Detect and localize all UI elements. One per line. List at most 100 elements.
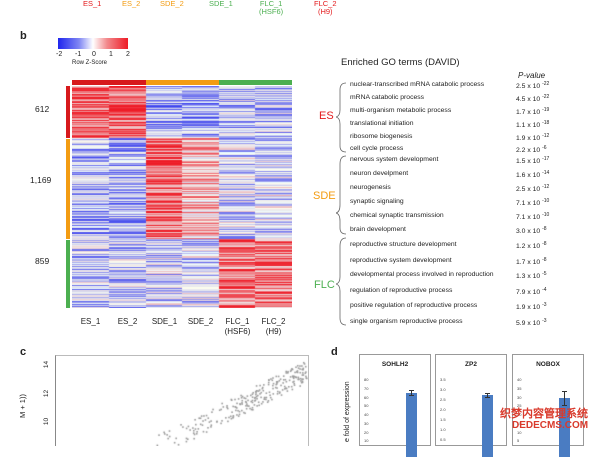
scatter-canvas — [56, 356, 308, 446]
go-term: chemical synaptic transmission — [350, 212, 444, 219]
go-term: reproductive system development — [350, 257, 452, 264]
bar-y-tick: 3.0 — [440, 387, 446, 392]
bar-y-tick: 60 — [364, 394, 369, 400]
error-cap — [485, 393, 490, 394]
heatmap-col-label: SDE_2 — [187, 317, 214, 326]
pvalue-header: P-value — [518, 71, 546, 80]
error-cap — [485, 397, 490, 398]
go-term: brain development — [350, 226, 406, 233]
heatmap-col-label: FLC_1 (HSF6) — [224, 317, 251, 336]
go-pvalue: 1.1 x 10 -18 — [516, 120, 550, 129]
bar-y-tick: 20 — [364, 429, 369, 435]
go-term: reproductive structure development — [350, 241, 457, 248]
panel-c-y-label: M + 1)) — [18, 394, 27, 418]
go-term: developmental process involved in reprod… — [350, 271, 494, 278]
row-count-sde: 1,169 — [30, 175, 52, 185]
brace-sde — [336, 155, 347, 235]
column-group-bar-sde — [146, 80, 219, 85]
bar-y-tick: 20 — [517, 412, 522, 417]
colorbar-tick: -1 — [75, 51, 82, 58]
heatmap — [72, 86, 292, 308]
top-label-flc1: FLC_1 (HSF6) — [259, 0, 284, 16]
colorbar-tick: 0 — [92, 51, 96, 58]
go-pvalue: 1.3 x 10 -5 — [516, 271, 547, 280]
go-pvalue: 7.9 x 10 -4 — [516, 287, 547, 296]
heatmap-col-label: FLC_2 (H9) — [261, 317, 286, 336]
go-term: neuron develpment — [350, 170, 409, 177]
bar — [406, 392, 417, 457]
go-pvalue: 5.9 x 10 -3 — [516, 318, 547, 327]
bar-y-tick: 25 — [517, 403, 522, 409]
column-group-bar-flc — [219, 80, 292, 85]
top-label-es2: ES_2 — [122, 0, 141, 8]
bar-y-tick: 2.0 — [440, 407, 446, 412]
panel-d-y-label: e fold of expression — [344, 381, 351, 442]
go-pvalue: 7.1 x 10 -10 — [516, 198, 550, 207]
error-bar — [411, 390, 412, 396]
go-pvalue: 1.9 x 10 -12 — [516, 133, 550, 142]
column-group-bar-es — [72, 80, 146, 85]
bar-y-tick: 35 — [517, 385, 522, 391]
brace-es — [336, 82, 347, 153]
panel-c-letter: c — [20, 346, 27, 358]
go-pvalue: 2.5 x 10 -22 — [516, 81, 550, 90]
go-pvalue: 1.7 x 10 -8 — [516, 257, 547, 266]
go-term: positive regulation of reproductive proc… — [350, 302, 478, 309]
bar-y-tick: 30 — [517, 394, 522, 400]
panel-c-ytick: 12 — [43, 389, 51, 398]
colorbar-tick: -2 — [56, 51, 63, 58]
colorbar-tick: 1 — [109, 51, 113, 58]
go-pvalue: 1.6 x 10 -14 — [516, 170, 550, 179]
scatter-plot — [55, 355, 309, 446]
go-pvalue: 1.9 x 10 -3 — [516, 302, 547, 311]
watermark-url: DEDECMS.COM — [512, 420, 589, 431]
panel-c-ytick: 14 — [43, 360, 51, 369]
bar-panel-title: ZP2 — [465, 361, 477, 368]
error-cap — [409, 390, 414, 392]
bar-y-tick: 15 — [517, 420, 522, 426]
bar-y-tick: 40 — [364, 412, 369, 417]
go-term: single organism reproductive process — [350, 318, 463, 325]
heatmap-col-label: ES_2 — [117, 317, 138, 326]
colorbar-tick: 2 — [126, 51, 130, 58]
watermark-text: 织梦内容管理系统 — [500, 408, 588, 420]
row-group-bar-flc — [66, 240, 70, 308]
top-label-es1: ES_1 — [83, 0, 102, 8]
go-table-title: Enriched GO terms (DAVID) — [341, 57, 460, 68]
go-pvalue: 2.2 x 10 -6 — [516, 145, 547, 154]
heatmap-canvas — [72, 86, 292, 308]
bar-panel-nobox: NOBOX 40 35 30 25 20 15 10 5 — [512, 354, 584, 457]
heatmap-col-label: ES_1 — [80, 317, 101, 326]
bar-y-tick: 50 — [364, 403, 369, 409]
bar-panel-zp2: ZP2 3.5 3.0 2.5 2.0 1.5 1.0 0.5 — [435, 354, 507, 457]
bar-y-tick: 30 — [364, 420, 369, 426]
row-count-es: 612 — [35, 104, 50, 114]
go-term: multi-organism metabolic process — [350, 107, 452, 114]
colorbar — [58, 38, 128, 49]
error-bar — [564, 391, 565, 405]
bar-y-tick: 40 — [517, 377, 522, 382]
bar-y-tick: 3.5 — [440, 377, 446, 382]
go-term: nuclear-transcribed mRNA catabolic proce… — [350, 81, 485, 88]
error-cap — [409, 395, 414, 397]
bar-y-tick: 70 — [364, 385, 369, 391]
go-term: translational initiation — [350, 120, 414, 127]
bar-y-tick: 10 — [517, 429, 522, 435]
go-term: ribosome biogenesis — [350, 133, 413, 140]
group-label-flc: FLC — [314, 279, 335, 291]
go-term: synaptic signaling — [350, 198, 404, 205]
panel-c-ytick: 10 — [43, 417, 51, 426]
go-term: neurogenesis — [350, 184, 391, 191]
bar-panel-title: SOHLH2 — [381, 361, 409, 368]
error-cap — [562, 405, 567, 406]
go-pvalue: 1.2 x 10 -8 — [516, 241, 547, 250]
panel-d-letter: d — [331, 346, 338, 358]
go-term: regulation of reproductive process — [350, 287, 453, 294]
colorbar-title: Row Z-Score — [72, 60, 108, 66]
bar — [482, 395, 493, 457]
error-bar — [487, 393, 488, 397]
error-cap — [562, 391, 567, 392]
top-label-flc2: FLC_2 (H9) — [314, 0, 337, 16]
row-group-bar-es — [66, 86, 70, 138]
go-term: nervous system development — [350, 156, 439, 163]
